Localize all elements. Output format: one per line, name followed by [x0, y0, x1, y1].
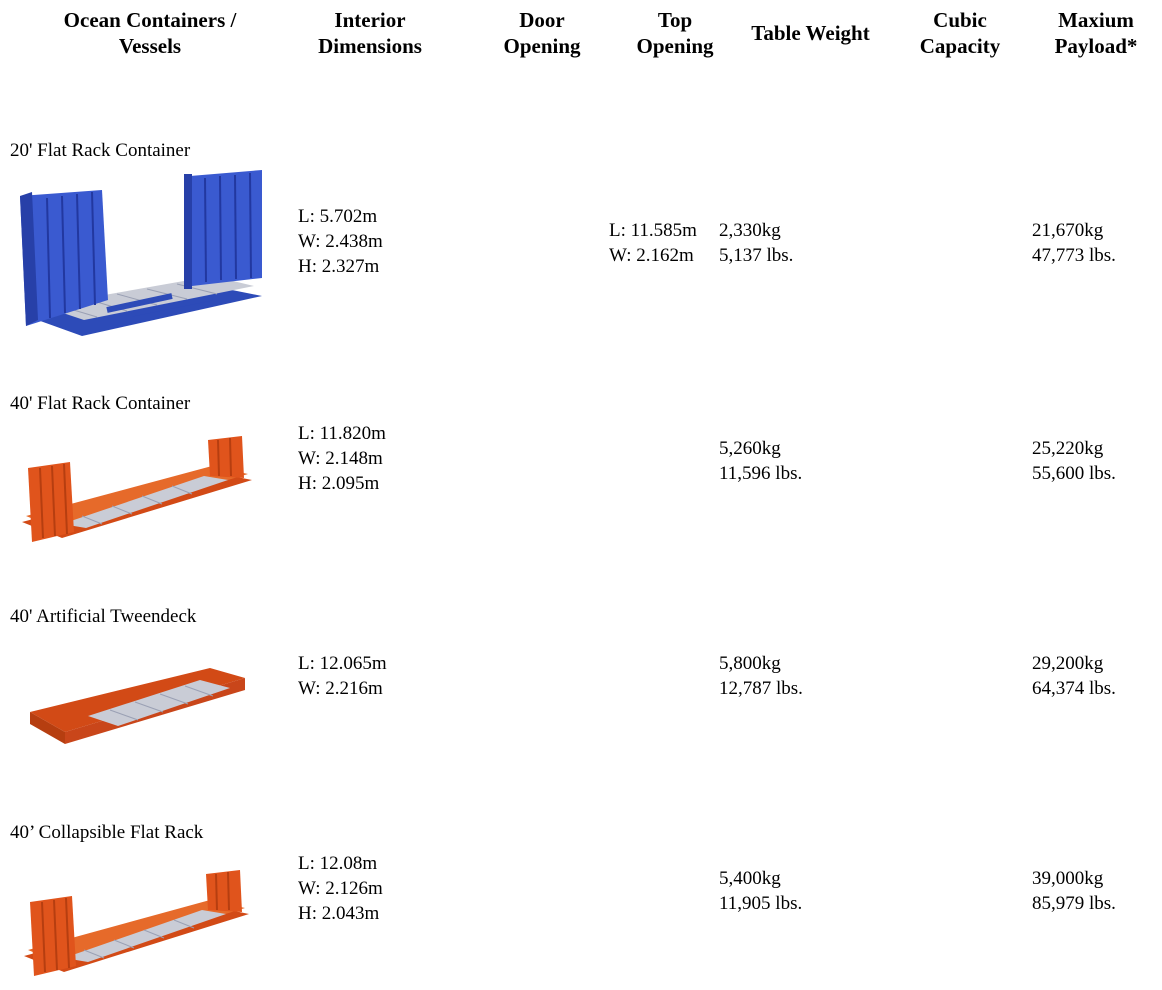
- tare-lbs: 12,787 lbs.: [719, 678, 803, 699]
- dim-width: W: 2.148m: [298, 448, 383, 469]
- top-length: L: 11.585m: [609, 220, 697, 241]
- header-top-opening: Top Opening: [636, 8, 714, 58]
- interior-dimensions: L: 12.08m W: 2.126m H: 2.043m: [298, 851, 383, 926]
- payload-lbs: 64,374 lbs.: [1032, 678, 1116, 699]
- dim-width: W: 2.126m: [298, 878, 383, 899]
- container-image-orange-40ft-collapsible: [24, 870, 249, 976]
- dim-height: H: 2.327m: [298, 256, 380, 277]
- row-title: 40' Flat Rack Container: [10, 393, 191, 414]
- container-image-orange-40ft-tweendeck: [30, 668, 245, 744]
- max-payload: 21,670kg 47,773 lbs.: [1032, 218, 1116, 268]
- dim-length: L: 12.08m: [298, 853, 378, 874]
- tare-kg: 5,800kg: [719, 653, 781, 674]
- tare-kg: 2,330kg: [719, 220, 781, 241]
- header-cubic-capacity: Cubic Capacity: [919, 8, 1001, 58]
- tare-weight: 2,330kg 5,137 lbs.: [719, 218, 793, 268]
- dim-height: H: 2.043m: [298, 903, 380, 924]
- container-image-blue-20ft: [20, 170, 262, 336]
- tare-weight: 5,260kg 11,596 lbs.: [719, 436, 802, 486]
- dim-height: H: 2.095m: [298, 473, 380, 494]
- payload-kg: 25,220kg: [1032, 438, 1104, 459]
- dim-length: L: 11.820m: [298, 423, 386, 444]
- header-door-opening: Door Opening: [503, 8, 581, 58]
- tare-lbs: 5,137 lbs.: [719, 245, 794, 266]
- dim-length: L: 5.702m: [298, 206, 378, 227]
- row-title: 40’ Collapsible Flat Rack: [10, 822, 204, 843]
- payload-kg: 39,000kg: [1032, 868, 1104, 889]
- interior-dimensions: L: 11.820m W: 2.148m H: 2.095m: [298, 421, 386, 496]
- header-vessels: Ocean Containers / Vessels: [63, 8, 237, 58]
- top-width: W: 2.162m: [609, 245, 694, 266]
- row-title: 40' Artificial Tweendeck: [10, 606, 197, 627]
- tare-lbs: 11,905 lbs.: [719, 893, 803, 914]
- payload-lbs: 85,979 lbs.: [1032, 893, 1116, 914]
- row-title: 20' Flat Rack Container: [10, 140, 191, 161]
- payload-kg: 29,200kg: [1032, 653, 1104, 674]
- payload-lbs: 55,600 lbs.: [1032, 463, 1116, 484]
- max-payload: 39,000kg 85,979 lbs.: [1032, 866, 1116, 916]
- payload-lbs: 47,773 lbs.: [1032, 245, 1116, 266]
- interior-dimensions: L: 12.065m W: 2.216m: [298, 651, 387, 701]
- container-image-orange-40ft-flat-rack: [22, 436, 252, 542]
- payload-kg: 21,670kg: [1032, 220, 1104, 241]
- tare-weight: 5,400kg 11,905 lbs.: [719, 866, 802, 916]
- tare-lbs: 11,596 lbs.: [719, 463, 803, 484]
- max-payload: 29,200kg 64,374 lbs.: [1032, 651, 1116, 701]
- max-payload: 25,220kg 55,600 lbs.: [1032, 436, 1116, 486]
- tare-kg: 5,260kg: [719, 438, 781, 459]
- top-opening: L: 11.585m W: 2.162m: [609, 218, 697, 268]
- dim-width: W: 2.438m: [298, 231, 383, 252]
- header-table-weight: Table Weight: [751, 21, 870, 45]
- tare-weight: 5,800kg 12,787 lbs.: [719, 651, 803, 701]
- header-maximum-payload: Maxium Payload*: [1054, 8, 1138, 58]
- interior-dimensions: L: 5.702m W: 2.438m H: 2.327m: [298, 204, 383, 279]
- dim-length: L: 12.065m: [298, 653, 387, 674]
- header-interior-dimensions: Interior Dimensions: [318, 8, 422, 58]
- tare-kg: 5,400kg: [719, 868, 781, 889]
- dim-width: W: 2.216m: [298, 678, 383, 699]
